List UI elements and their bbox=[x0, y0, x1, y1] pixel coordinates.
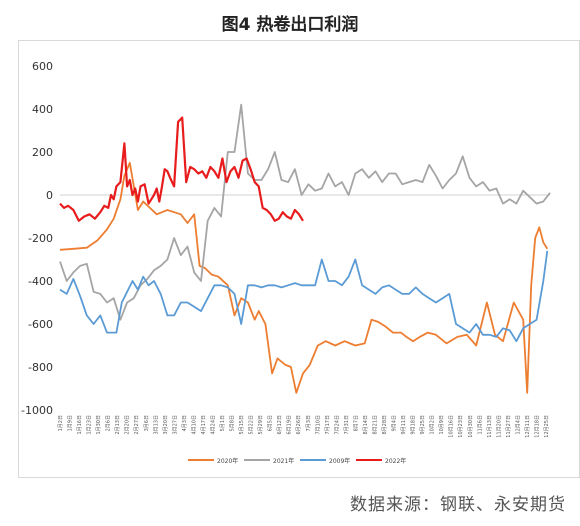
x-tick-label: 10月30日 bbox=[468, 415, 474, 438]
x-tick-label: 8月21日 bbox=[372, 415, 378, 435]
x-tick-label: 1月9日 bbox=[68, 415, 74, 431]
x-tick-label: 12月25日 bbox=[544, 415, 550, 438]
data-source-note: 数据来源：钢联、永安期货 bbox=[350, 495, 566, 515]
x-tick-label: 9月11日 bbox=[401, 415, 407, 435]
x-tick-label: 8月7日 bbox=[353, 415, 359, 431]
legend-label: 2021年 bbox=[273, 457, 294, 465]
x-tick-label: 7月10日 bbox=[315, 415, 321, 435]
series-line-2022年 bbox=[59, 116, 304, 222]
x-tick-label: 5月8日 bbox=[230, 415, 236, 431]
x-tick-label: 2月13日 bbox=[115, 415, 121, 435]
y-tick-label: -400 bbox=[28, 275, 53, 288]
y-tick-label: 0 bbox=[46, 189, 53, 202]
x-tick-label: 12月4日 bbox=[515, 415, 521, 435]
x-tick-label: 4月17日 bbox=[201, 415, 207, 435]
x-tick-label: 5月22日 bbox=[249, 415, 255, 435]
y-tick-label: -200 bbox=[28, 232, 53, 245]
x-tick-label: 9月18日 bbox=[411, 415, 417, 435]
x-tick-label: 9月25日 bbox=[420, 415, 426, 435]
legend-label: 2022年 bbox=[385, 457, 406, 465]
legend-label: 2020年 bbox=[217, 457, 238, 465]
x-tick-label: 7月3日 bbox=[306, 415, 312, 431]
legend-label: 2009年 bbox=[329, 457, 350, 465]
series-line-2021年 bbox=[59, 103, 551, 321]
x-tick-label: 6月5日 bbox=[268, 415, 274, 431]
x-tick-label: 3月27日 bbox=[172, 415, 178, 435]
x-tick-label: 7月24日 bbox=[334, 415, 340, 435]
x-tick-label: 2月20日 bbox=[125, 415, 131, 435]
x-tick-label: 10月9日 bbox=[439, 415, 445, 435]
x-tick-label: 4月24日 bbox=[210, 415, 216, 435]
x-tick-label: 11月13日 bbox=[487, 415, 493, 438]
x-tick-label: 3月13日 bbox=[153, 415, 159, 435]
y-tick-label: 600 bbox=[32, 60, 53, 73]
x-tick-label: 11月27日 bbox=[506, 415, 512, 438]
x-tick-label: 11月20日 bbox=[496, 415, 502, 438]
x-tick-label: 2月6日 bbox=[106, 415, 112, 431]
x-tick-label: 4月10日 bbox=[191, 415, 197, 435]
x-tick-label: 11月6日 bbox=[477, 415, 483, 435]
x-tick-label: 1月16日 bbox=[77, 415, 83, 435]
series-line-2009年 bbox=[59, 250, 549, 343]
x-tick-label: 8月28日 bbox=[382, 415, 388, 435]
x-tick-label: 3月20日 bbox=[163, 415, 169, 435]
x-tick-label: 3月6日 bbox=[144, 415, 150, 431]
x-tick-label: 5月29日 bbox=[258, 415, 264, 435]
x-tick-label: 6月19日 bbox=[287, 415, 293, 435]
x-tick-label: 10月23日 bbox=[458, 415, 464, 438]
x-tick-label: 2月27日 bbox=[134, 415, 140, 435]
x-tick-label: 4月3日 bbox=[182, 415, 188, 431]
x-tick-label: 8月14日 bbox=[363, 415, 369, 435]
x-tick-label: 12月18日 bbox=[534, 415, 540, 438]
x-tick-label: 1月23日 bbox=[87, 415, 93, 435]
y-tick-label: -600 bbox=[28, 318, 53, 331]
x-tick-label: 10月2日 bbox=[430, 415, 436, 435]
x-tick-label: 7月31日 bbox=[344, 415, 350, 435]
y-tick-label: 400 bbox=[32, 103, 53, 116]
x-tick-label: 1月30日 bbox=[96, 415, 102, 435]
x-tick-label: 5月1日 bbox=[220, 415, 226, 431]
x-tick-label: 6月26日 bbox=[296, 415, 302, 435]
x-tick-label: 7月17日 bbox=[325, 415, 331, 435]
y-tick-label: 200 bbox=[32, 146, 53, 159]
x-tick-label: 6月12日 bbox=[277, 415, 283, 435]
y-tick-label: -800 bbox=[28, 361, 53, 374]
chart-title: 图4 热卷出口利润 bbox=[221, 15, 359, 35]
x-tick-label: 12月11日 bbox=[525, 415, 531, 438]
x-tick-label: 10月16日 bbox=[449, 415, 455, 438]
x-tick-label: 9月4日 bbox=[392, 415, 398, 431]
x-tick-label: 5月15日 bbox=[239, 415, 245, 435]
series-line-2020年 bbox=[59, 161, 549, 394]
x-tick-label: 1月2日 bbox=[58, 415, 64, 431]
y-tick-label: -1000 bbox=[21, 404, 53, 417]
